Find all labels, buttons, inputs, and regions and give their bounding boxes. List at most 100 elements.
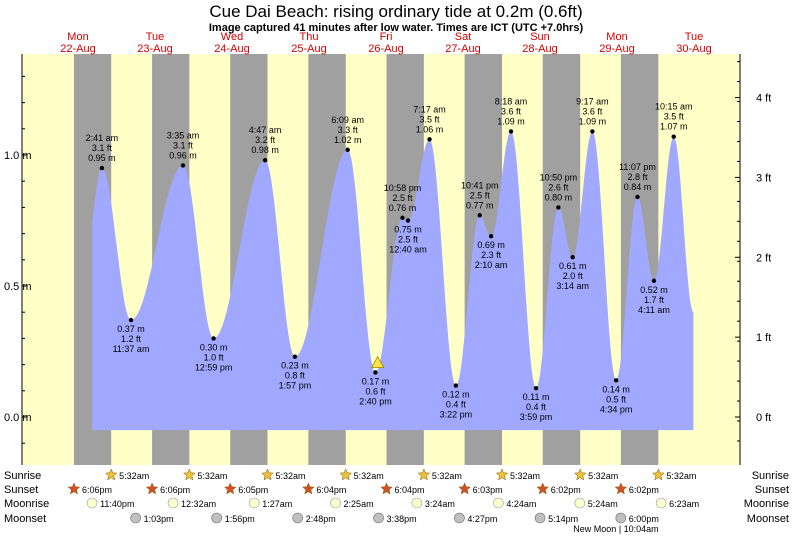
sunset-star-icon — [145, 482, 159, 495]
moonset-icon — [211, 512, 223, 524]
tide-time: 6:09 am — [331, 115, 364, 125]
sunset-star-icon — [380, 482, 393, 495]
moonrise-time: 4:24am — [506, 499, 536, 509]
sunset-star-icon — [536, 482, 550, 495]
tide-point — [590, 129, 595, 134]
sunrise-time: 5:32am — [588, 471, 618, 481]
tide-height-m: 0.61 m — [559, 261, 587, 271]
moonset-time: 2:48pm — [306, 514, 336, 524]
tide-point — [180, 163, 186, 168]
moonset-icon — [454, 512, 465, 524]
tide-height-m: 0.75 m — [394, 225, 422, 235]
tide-time: 4:47 am — [249, 125, 282, 135]
sunrise-time: 5:32am — [354, 471, 384, 481]
tide-time: 2:41 am — [86, 133, 119, 143]
current-tide-marker — [370, 355, 385, 368]
tide-height-ft: 3.5 ft — [664, 112, 685, 122]
tide-height-ft: 2.5 ft — [398, 235, 419, 245]
sunrise-star-icon — [182, 468, 196, 481]
moonset-time: 1:03pm — [144, 514, 174, 524]
moonrise-time: 6:23am — [669, 499, 699, 509]
tide-height-ft: 2.6 ft — [548, 182, 569, 192]
sunset-star-icon — [614, 482, 628, 495]
moonset-time: 6:00pm — [629, 514, 659, 524]
day-name: Tue — [685, 31, 704, 43]
tide-point — [400, 215, 405, 221]
tide-height-ft: 3.6 ft — [501, 106, 522, 116]
sunset-star-icon — [223, 482, 237, 495]
tide-point — [488, 234, 494, 239]
tide-point — [427, 137, 432, 142]
tide-time: 10:15 am — [655, 102, 693, 112]
sunset-star-icon — [458, 482, 471, 495]
tide-height-m: 0.11 m — [523, 392, 550, 402]
tide-point — [99, 165, 105, 171]
tide-height-ft: 1.2 ft — [121, 334, 142, 344]
sunrise-time: 5:32am — [432, 471, 462, 481]
tide-point — [405, 218, 411, 223]
sunset-time: 6:03pm — [473, 485, 503, 495]
tide-point — [556, 205, 561, 210]
moonrise-time: 5:24am — [588, 499, 618, 509]
moonset-time: 5:14pm — [548, 514, 578, 524]
page-title: Cue Dai Beach: rising ordinary tide at 0… — [209, 2, 582, 21]
moonset-time: 1:56pm — [225, 514, 255, 524]
left-tick-label: 0.0 m — [4, 412, 32, 424]
tide-point — [453, 383, 459, 388]
moonrise-time: 12:32am — [181, 499, 216, 509]
moonrise-icon — [86, 497, 98, 509]
tide-point — [508, 129, 514, 134]
sunset-time: 6:02pm — [551, 485, 581, 495]
moonrise-icon — [330, 497, 341, 509]
right-axis: 0 ft 1 ft 2 ft 3 ft 4 ft — [735, 54, 771, 465]
tide-time: 2:10 am — [475, 260, 508, 270]
tide-height-ft: 0.6 ft — [365, 386, 386, 396]
tide-height-m: 0.76 m — [389, 203, 417, 213]
day-name: Thu — [300, 31, 319, 43]
moonrise-label-left: Moonrise — [4, 498, 49, 510]
day-date: 26-Aug — [368, 43, 403, 55]
sunset-label-right: Sunset — [755, 484, 789, 496]
tide-area — [92, 131, 694, 431]
tide-point — [262, 158, 268, 163]
sunset-time: 6:06pm — [82, 485, 112, 495]
tide-point — [635, 194, 640, 200]
tide-point — [373, 370, 378, 375]
right-tick-label: 3 ft — [756, 172, 771, 184]
tide-height-m: 1.02 m — [334, 135, 362, 145]
tide-height-m: 0.14 m — [602, 384, 630, 394]
day-date: 30-Aug — [676, 43, 711, 55]
moonrise-icon — [574, 497, 586, 509]
moonrise-icon — [167, 497, 179, 509]
sunrise-star-icon — [573, 468, 587, 481]
tide-height-m: 0.96 m — [169, 150, 197, 160]
page-subtitle: Image captured 41 minutes after low wate… — [209, 22, 584, 34]
tide-point — [345, 147, 350, 152]
tide-point — [211, 336, 216, 341]
sunset-time: 6:04pm — [395, 485, 425, 495]
left-tick-label: 1.0 m — [4, 150, 32, 162]
sunrise-star-icon — [651, 468, 665, 481]
tide-point — [533, 385, 539, 391]
moonrise-label-right: Moonrise — [744, 498, 789, 510]
moonset-icon — [130, 512, 141, 524]
day-name: Sat — [455, 31, 472, 43]
tide-time: 10:41 pm — [461, 180, 499, 190]
tide-height-ft: 2.0 ft — [563, 271, 584, 281]
day-name: Mon — [606, 31, 627, 43]
tide-height-ft: 3.5 ft — [420, 114, 441, 124]
tide-point — [292, 354, 298, 359]
tide-time: 4:34 pm — [600, 404, 633, 414]
moonset-label-left: Moonset — [4, 513, 46, 525]
tide-height-ft: 2.3 ft — [481, 250, 502, 260]
tide-height-ft: 2.8 ft — [627, 172, 648, 182]
sunrise-time: 5:32am — [666, 471, 696, 481]
tide-height-m: 1.06 m — [416, 124, 444, 134]
moonrise-icon — [248, 497, 260, 509]
right-tick-label: 2 ft — [756, 252, 771, 264]
tide-time: 8:18 am — [495, 96, 528, 106]
tide-height-m: 1.09 m — [579, 116, 607, 126]
tide-height-ft: 3.3 ft — [338, 125, 359, 135]
tide-height-ft: 3.1 ft — [173, 140, 194, 150]
